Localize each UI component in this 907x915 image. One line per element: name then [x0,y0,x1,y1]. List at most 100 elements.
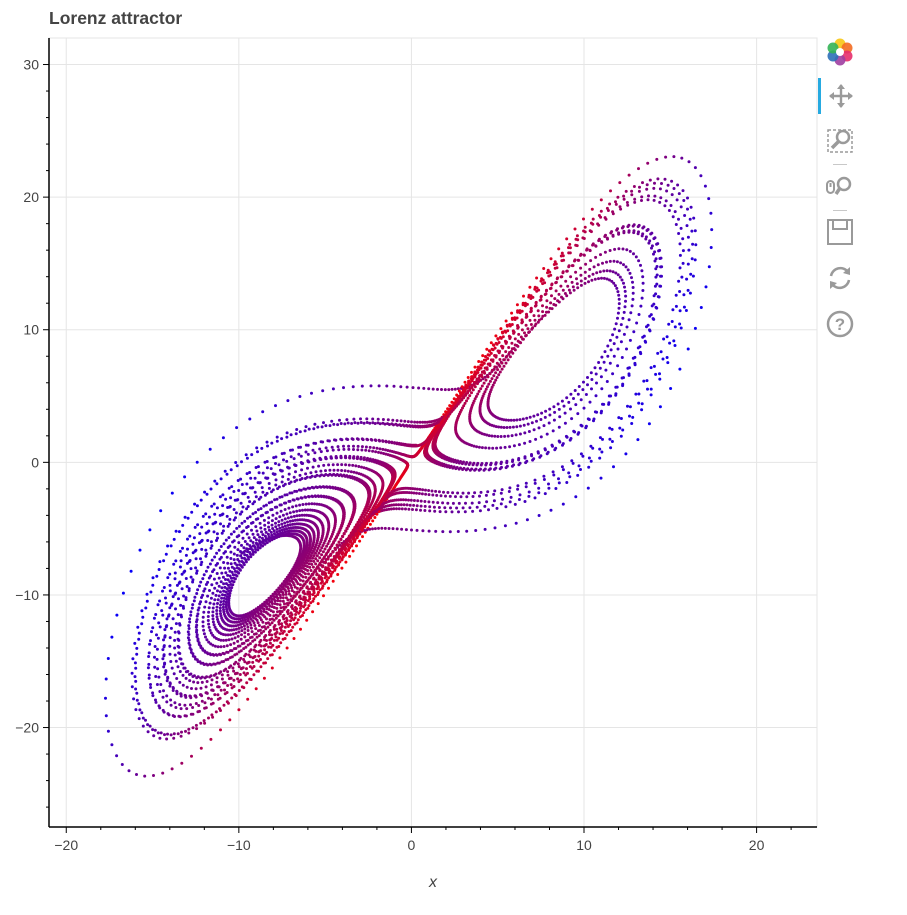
data-point [427,387,431,391]
data-point [207,625,211,629]
data-point [591,243,595,247]
data-point [399,503,403,507]
data-point [215,615,219,619]
data-point [293,616,297,620]
data-point [554,280,558,284]
data-point [169,626,173,630]
data-point [323,561,327,565]
data-point [326,557,330,561]
data-point [450,400,454,404]
data-point [608,361,612,365]
data-point [237,630,241,634]
data-point [449,506,452,510]
data-point [213,598,217,602]
data-point [272,595,276,599]
data-point [269,508,273,512]
data-point [246,550,249,554]
data-point [167,614,170,618]
data-point [401,423,405,427]
data-point [120,763,124,766]
data-point [121,591,125,595]
data-point [158,560,162,564]
data-point [637,189,641,193]
data-point [323,547,327,551]
data-point [235,426,239,430]
data-point [276,599,280,603]
data-point [223,469,227,473]
data-point [224,603,228,607]
data-point [104,696,107,700]
data-point [251,544,255,548]
data-point [227,522,231,526]
data-point [330,544,334,548]
data-point [331,541,335,545]
data-point [416,499,420,503]
data-point [514,521,518,525]
data-point [168,652,172,656]
data-point [289,433,293,437]
data-point [298,395,302,398]
data-point [361,535,364,539]
data-point [277,620,281,624]
data-point [228,517,232,521]
data-point [587,456,591,460]
data-point [474,467,478,471]
data-point [545,305,549,309]
data-point [250,453,254,457]
data-point [513,337,517,341]
data-point [679,326,683,330]
data-point [315,549,319,553]
data-point [135,652,139,656]
data-point [307,427,311,431]
data-point [327,539,331,543]
data-point [389,507,393,511]
data-point [289,448,292,452]
data-point [532,414,536,418]
data-point [628,249,632,253]
data-point [259,610,263,613]
data-point [432,505,436,509]
data-point [504,350,508,354]
data-point [220,586,224,590]
data-point [533,287,537,291]
data-point [248,547,252,551]
data-point [215,551,219,555]
data-point [619,417,623,420]
data-point [240,521,244,525]
data-point [352,417,356,421]
data-point [326,439,330,443]
data-point [348,474,352,478]
data-point [518,461,522,465]
data-point [574,495,578,499]
data-point [245,526,249,529]
data-point [489,341,493,345]
data-point [319,494,323,498]
data-point [302,561,306,565]
data-point [615,228,619,232]
data-point [606,237,609,241]
data-point [147,662,151,666]
data-point [256,465,260,469]
data-point [487,446,491,450]
data-point [203,721,207,725]
data-point [636,232,640,236]
data-point [513,343,517,347]
data-point [206,530,210,534]
data-point [238,563,242,567]
data-point [602,276,606,280]
data-point [626,268,630,272]
data-point [106,657,110,660]
data-point [248,500,252,504]
data-point [333,547,337,551]
data-point [503,445,507,449]
data-point [350,475,354,479]
data-point [271,527,275,530]
data-point [199,646,203,650]
data-point [262,504,266,508]
data-point [600,240,604,244]
data-point [456,530,460,533]
data-point [511,458,515,462]
data-point [183,475,187,479]
data-point [242,550,246,554]
